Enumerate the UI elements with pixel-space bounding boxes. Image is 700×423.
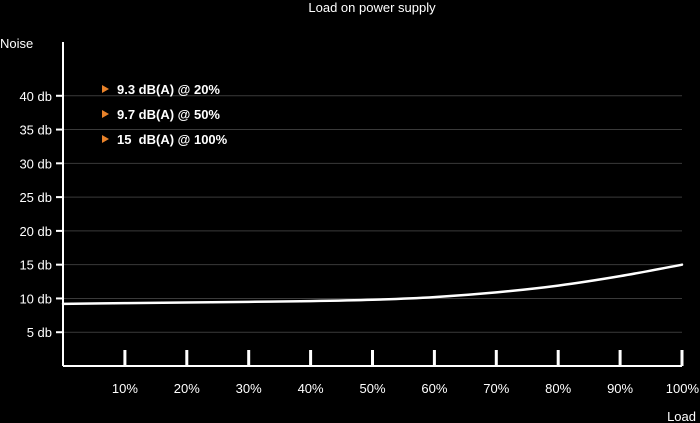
series-line	[61, 263, 684, 306]
x-tick-label: 40%	[298, 381, 324, 396]
annotation-text: 9.3 dB(A) @ 20%	[117, 82, 220, 97]
grid-lines	[63, 95, 682, 333]
bullet-icon	[102, 135, 109, 143]
x-tick-label: 60%	[421, 381, 447, 396]
y-tick-label: 15 db	[19, 258, 52, 273]
x-tick-label: 50%	[359, 381, 385, 396]
x-tick-label: 30%	[236, 381, 262, 396]
x-tick-labels: 10% 20% 30% 40% 50% 60% 70% 80% 90% 100%	[112, 381, 700, 396]
y-tick-label: 5 db	[27, 325, 52, 340]
series-layer	[61, 263, 684, 306]
axes	[56, 42, 684, 367]
y-tick-label: 30 db	[19, 156, 52, 171]
annotation-text: 15 dB(A) @ 100%	[117, 132, 228, 147]
y-tick-label: 25 db	[19, 190, 52, 205]
chart-title: Load on power supply	[308, 0, 436, 15]
x-tick-label: 70%	[483, 381, 509, 396]
x-axis-label: Load	[667, 409, 696, 423]
bullet-icon	[102, 85, 109, 93]
y-tick-label: 10 db	[19, 291, 52, 306]
x-tick-label: 100%	[666, 381, 700, 396]
x-tick-label: 10%	[112, 381, 138, 396]
x-tick-label: 20%	[174, 381, 200, 396]
x-tick-label: 90%	[607, 381, 633, 396]
x-tick-label: 80%	[545, 381, 571, 396]
y-tick-labels: 5 db 10 db 15 db 20 db 25 db 30 db 35 db 40 db	[19, 89, 52, 340]
y-axis-label: Noise	[0, 36, 33, 51]
y-tick-label: 40 db	[19, 89, 52, 104]
y-tick-label: 35 db	[19, 123, 52, 138]
bullet-icon	[102, 110, 109, 118]
annotation-text: 9.7 dB(A) @ 50%	[117, 107, 220, 122]
y-tick-label: 20 db	[19, 224, 52, 239]
annotation-list: 9.3 dB(A) @ 20% 9.7 dB(A) @ 50% 15 dB(A) @…	[102, 82, 228, 147]
